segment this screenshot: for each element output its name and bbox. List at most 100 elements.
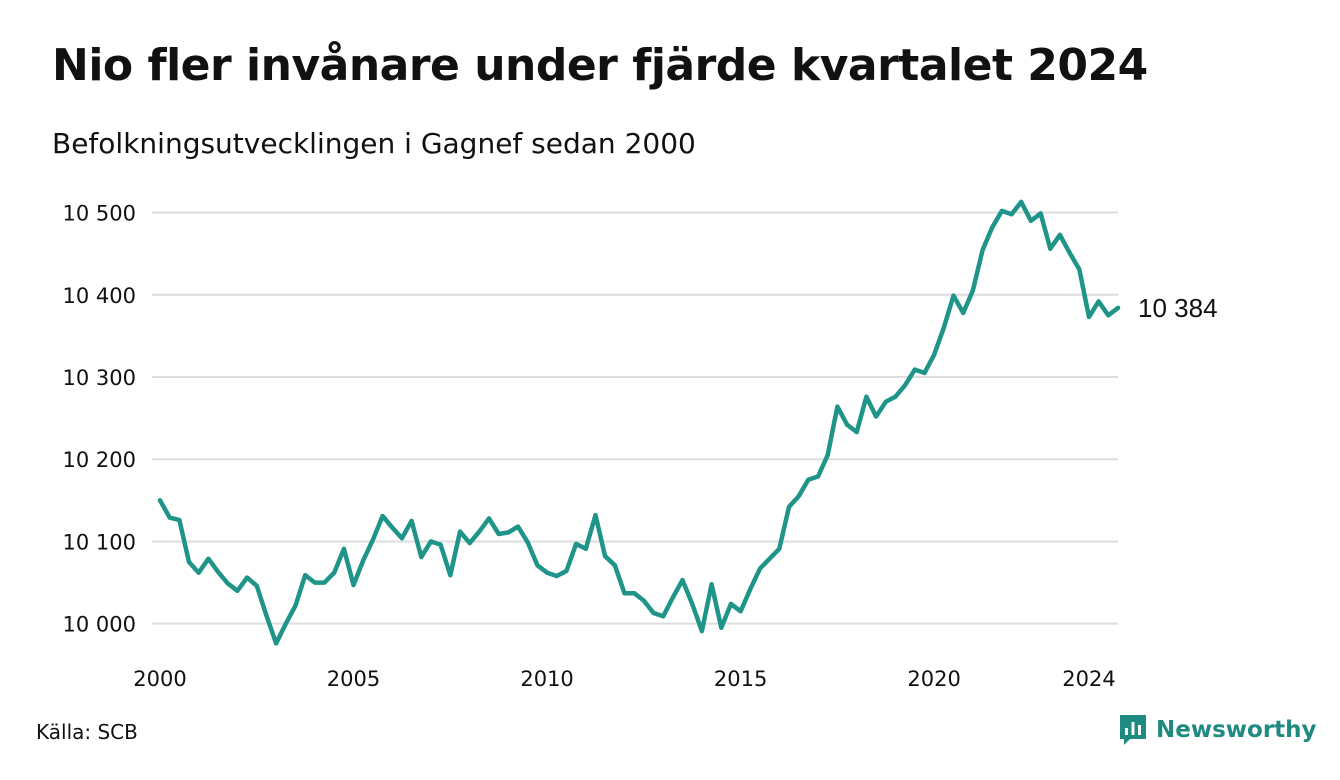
data-point [1106, 313, 1111, 318]
data-point [883, 399, 888, 404]
data-point [1057, 232, 1062, 237]
data-point [419, 555, 424, 560]
data-point [206, 556, 211, 561]
data-point [719, 625, 724, 630]
data-point [564, 569, 569, 574]
data-point [399, 536, 404, 541]
data-point [554, 573, 559, 578]
data-point [370, 537, 375, 542]
data-point [970, 288, 975, 293]
y-tick-label: 10 000 [63, 613, 136, 637]
data-point [506, 530, 511, 535]
data-point [1009, 212, 1014, 217]
data-point [312, 580, 317, 585]
data-point [1067, 250, 1072, 255]
data-point [1086, 314, 1091, 319]
data-point [709, 582, 714, 587]
data-point [622, 591, 627, 596]
y-tick-label: 10 400 [63, 284, 136, 308]
data-point [390, 525, 395, 530]
data-point [283, 621, 288, 626]
data-point [516, 524, 521, 529]
data-point [448, 573, 453, 578]
data-point [932, 352, 937, 357]
data-points [158, 199, 1120, 646]
data-point [632, 591, 637, 596]
population-series-line [157, 199, 1121, 646]
y-axis-tick-labels: 10 000 10 100 10 200 10 300 10 400 10 500 [63, 202, 136, 637]
data-point [322, 580, 327, 585]
data-point [777, 546, 782, 551]
data-point [167, 515, 172, 520]
data-point [254, 583, 259, 588]
data-point [487, 516, 492, 521]
data-point [980, 248, 985, 253]
brand-name: Newsworthy [1156, 717, 1317, 743]
data-point [196, 570, 201, 575]
data-point [1096, 299, 1101, 304]
data-point [941, 325, 946, 330]
data-point [428, 539, 433, 544]
data-point [274, 641, 279, 646]
data-point [535, 563, 540, 568]
y-tick-label: 10 200 [63, 448, 136, 472]
data-point [380, 513, 385, 518]
data-point [661, 614, 666, 619]
data-point [951, 293, 956, 298]
data-point [748, 587, 753, 592]
source-note: Källa: SCB [36, 720, 138, 744]
data-point [496, 532, 501, 537]
data-point [332, 570, 337, 575]
data-point [245, 575, 250, 580]
x-tick-label: 2015 [714, 667, 767, 691]
data-point [525, 540, 530, 545]
data-point [361, 558, 366, 563]
data-point [1116, 305, 1120, 310]
data-point [303, 573, 308, 578]
data-point [893, 394, 898, 399]
data-point [912, 367, 917, 372]
data-point [864, 394, 869, 399]
data-point [1038, 211, 1043, 216]
data-point [603, 554, 608, 559]
x-tick-label: 2005 [327, 667, 380, 691]
end-value-label: 10 384 [1138, 293, 1218, 323]
data-point [293, 603, 298, 608]
data-point [158, 498, 162, 503]
data-point [796, 494, 801, 499]
data-point [786, 504, 791, 509]
y-tick-label: 10 500 [63, 202, 136, 226]
data-point [767, 556, 772, 561]
data-point [225, 581, 230, 586]
data-point [235, 588, 240, 593]
data-point [680, 578, 685, 583]
data-point [757, 566, 762, 571]
chart-subtitle: Befolkningsutvecklingen i Gagnef sedan 2… [52, 127, 696, 160]
data-point [961, 310, 966, 315]
x-tick-label: 2000 [133, 667, 186, 691]
data-point [467, 541, 472, 546]
data-point [922, 370, 927, 375]
gridlines [152, 211, 1118, 625]
data-point [990, 225, 995, 230]
x-axis-tick-labels: 2000 2005 2010 2015 2020 2024 [133, 667, 1115, 691]
data-point [438, 542, 443, 547]
data-point [1028, 218, 1033, 223]
x-tick-label: 2020 [907, 667, 960, 691]
data-point [477, 529, 482, 534]
data-point [835, 404, 840, 409]
data-point [351, 583, 356, 588]
data-point [690, 601, 695, 606]
data-point [216, 569, 221, 574]
data-point [612, 563, 617, 568]
data-point [1019, 199, 1024, 204]
brand-logo: Newsworthy [1118, 713, 1317, 747]
y-tick-label: 10 300 [63, 366, 136, 390]
data-point [341, 546, 346, 551]
data-point [670, 595, 675, 600]
data-point [699, 629, 704, 634]
data-point [825, 453, 830, 458]
y-tick-label: 10 100 [63, 530, 136, 554]
x-tick-label: 2024 [1062, 667, 1115, 691]
newsworthy-logo-icon [1120, 715, 1146, 745]
